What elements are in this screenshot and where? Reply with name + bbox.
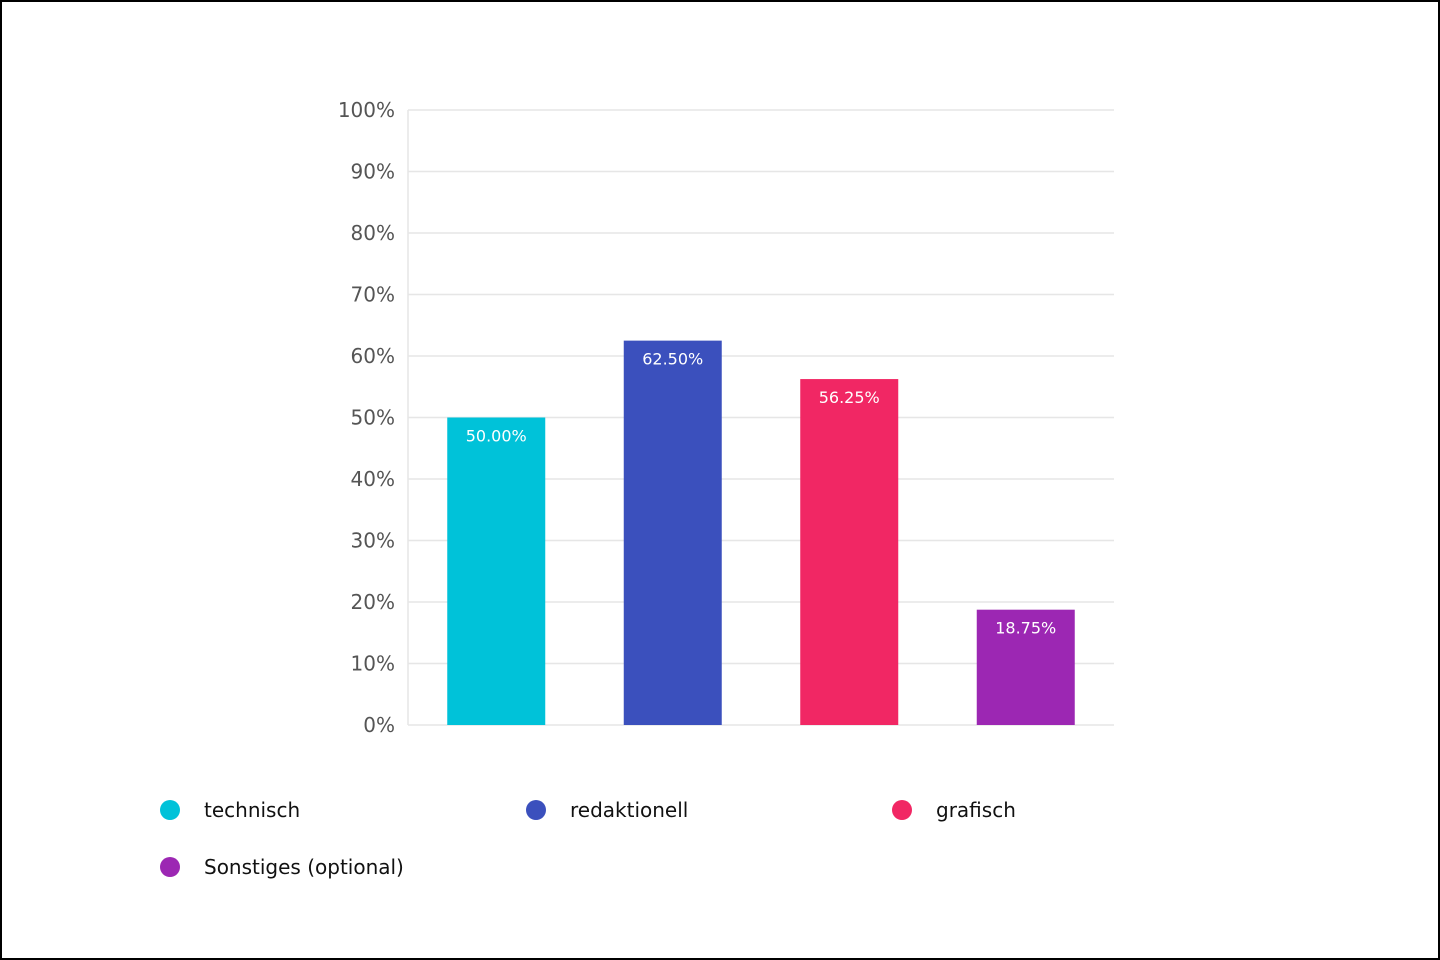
legend-label-technisch: technisch [204,798,301,822]
y-tick-label: 30% [351,529,395,553]
legend-label-sonstiges: Sonstiges (optional) [204,855,404,879]
legend-dot-technisch [160,800,180,820]
y-tick-label: 20% [351,590,395,614]
y-tick-label: 10% [351,652,395,676]
bar-value-label: 56.25% [819,388,880,407]
y-tick-label: 40% [351,467,395,491]
legend-item-technisch[interactable]: technisch [160,795,300,825]
y-axis-ticks: 0% 10% 20% 30% 40% 50% 60% 70% 80% 90% 100% [338,98,395,737]
data-labels: 50.00% 62.50% 56.25% 18.75% [466,350,1057,638]
legend-item-redaktionell[interactable]: redaktionell [526,795,688,825]
y-tick-label: 90% [351,160,395,184]
y-tick-label: 60% [351,344,395,368]
y-tick-label: 0% [363,713,395,737]
legend-dot-grafisch [892,800,912,820]
legend-item-sonstiges[interactable]: Sonstiges (optional) [160,852,404,882]
legend-label-grafisch: grafisch [936,798,1016,822]
y-tick-label: 80% [351,221,395,245]
y-tick-label: 100% [338,98,395,122]
bar-redaktionell[interactable] [623,340,722,725]
y-tick-label: 70% [351,283,395,307]
y-tick-label: 50% [351,406,395,430]
bar-grafisch[interactable] [800,379,899,725]
bar-sonstiges[interactable] [976,609,1075,725]
legend-item-grafisch[interactable]: grafisch [892,795,1016,825]
bar-technisch[interactable] [447,417,546,726]
bar-value-label: 50.00% [466,427,527,446]
legend-dot-sonstiges [160,857,180,877]
legend-label-redaktionell: redaktionell [570,798,689,822]
bar-value-label: 18.75% [995,619,1056,638]
bar-value-label: 62.50% [642,350,703,369]
bars [447,340,1075,726]
legend-dot-redaktionell [526,800,546,820]
